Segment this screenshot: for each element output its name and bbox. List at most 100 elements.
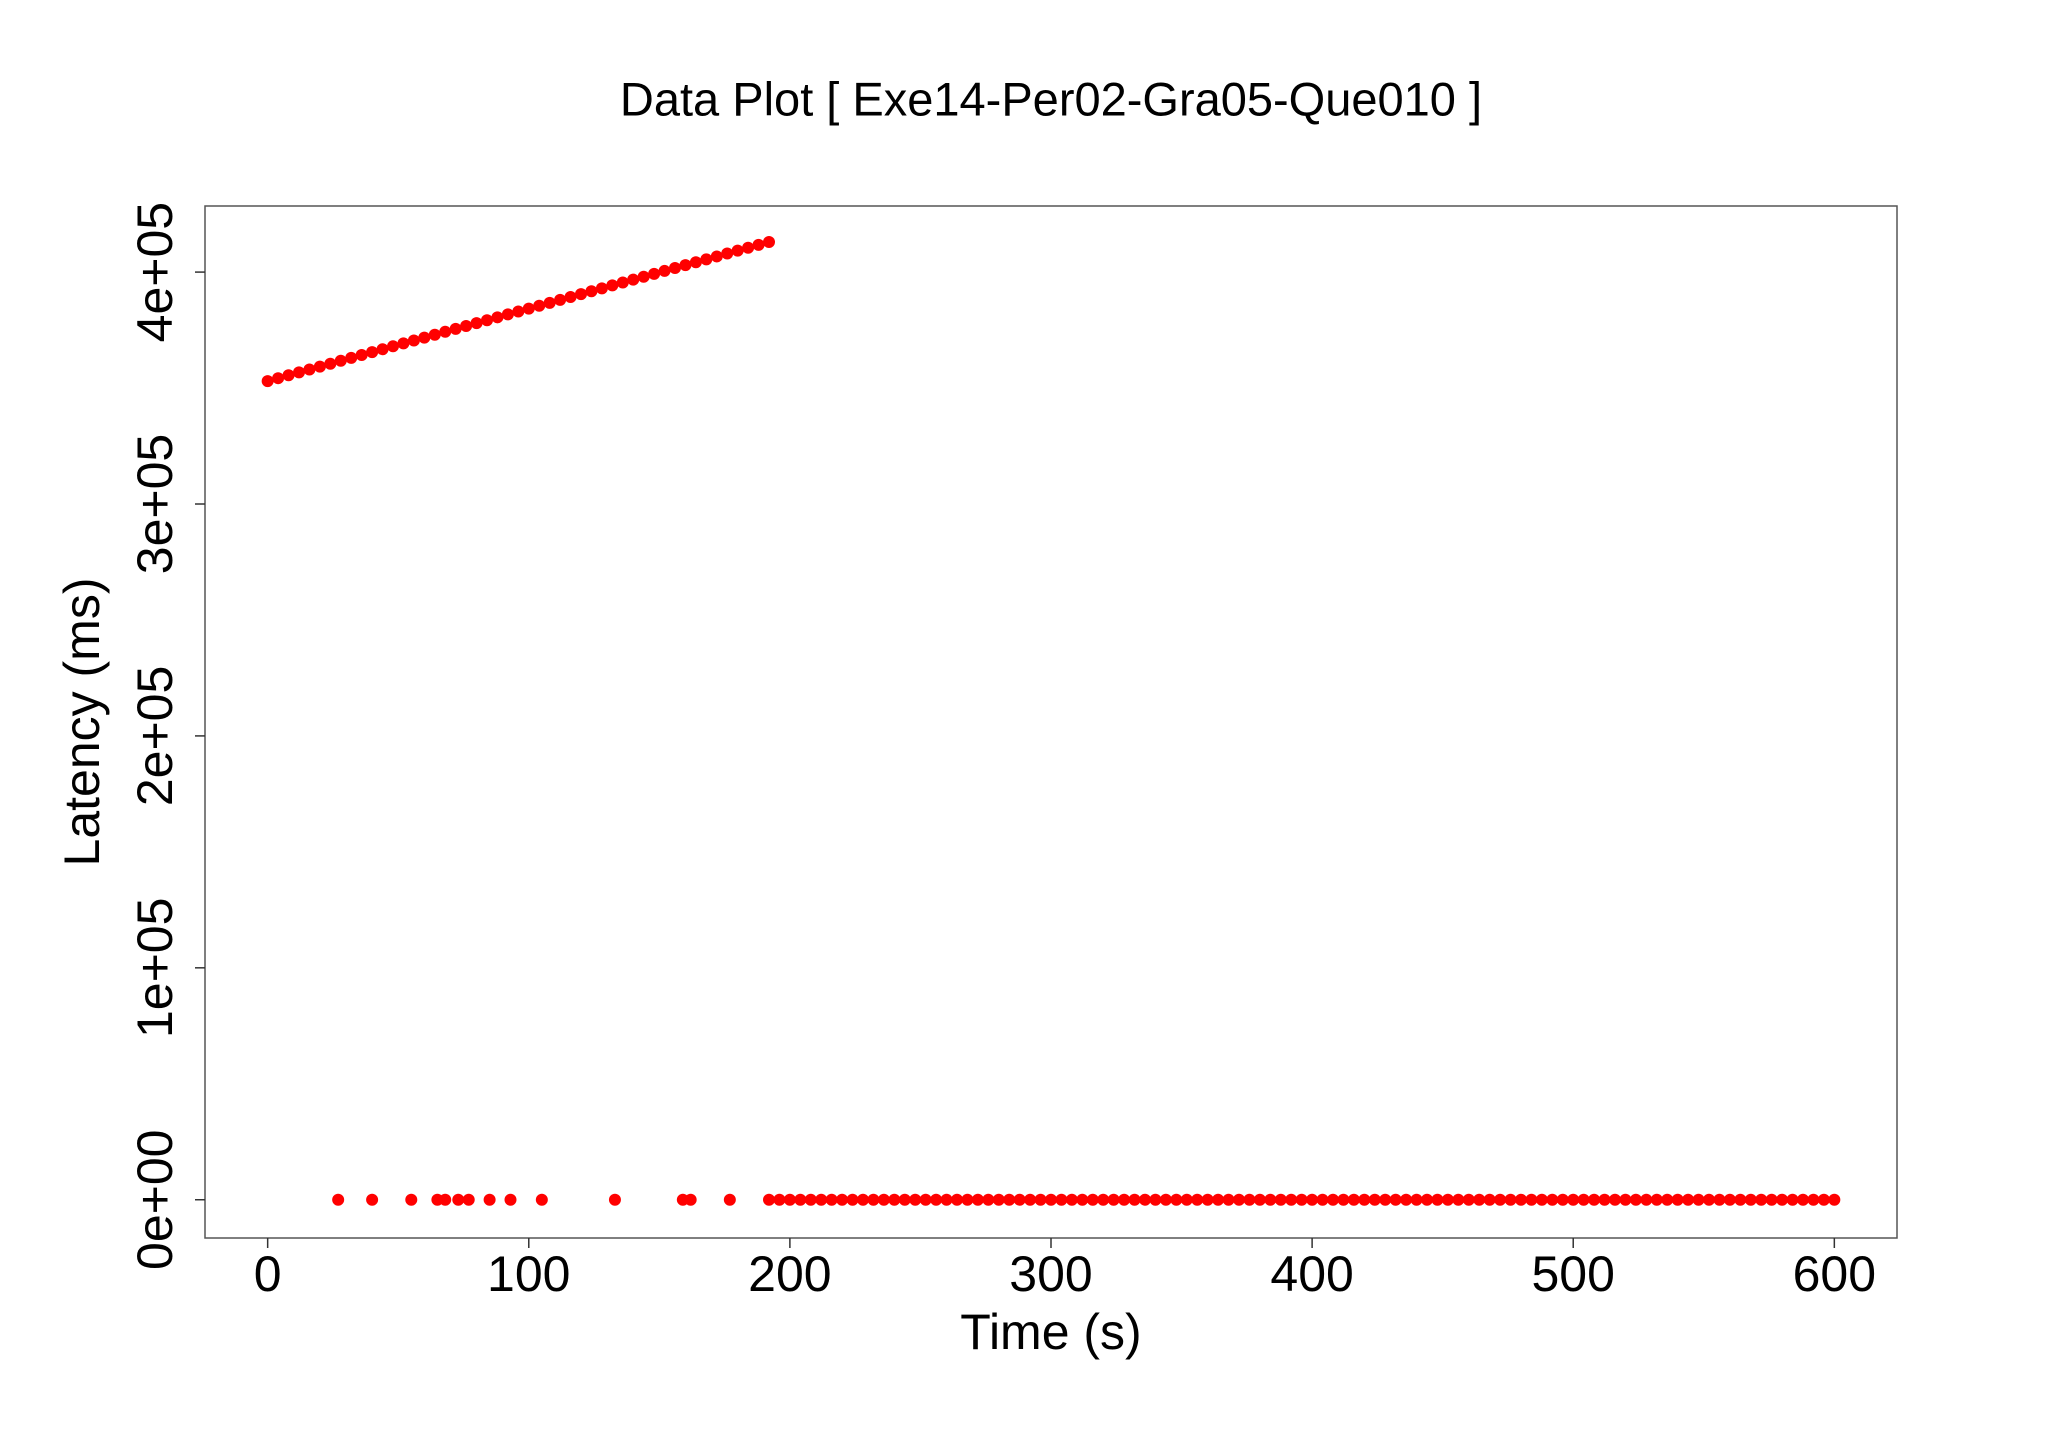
point: [439, 1193, 452, 1206]
point: [815, 1193, 828, 1206]
point: [783, 1193, 796, 1206]
point: [606, 279, 619, 292]
point: [303, 363, 316, 376]
point: [658, 264, 671, 277]
point: [763, 235, 775, 248]
point: [616, 276, 629, 289]
point: [1003, 1193, 1016, 1206]
point: [992, 1193, 1005, 1206]
point: [334, 354, 347, 367]
point: [1734, 1193, 1747, 1206]
point: [272, 372, 285, 385]
point: [1201, 1193, 1214, 1206]
point: [627, 273, 640, 286]
point: [595, 282, 608, 295]
point: [554, 293, 567, 306]
point: [940, 1193, 953, 1206]
y-tick-label: 0e+00: [127, 1130, 183, 1270]
point: [1786, 1193, 1799, 1206]
point: [1337, 1193, 1350, 1206]
point: [1441, 1193, 1454, 1206]
point: [637, 270, 650, 283]
point: [397, 337, 410, 350]
point: [1274, 1193, 1287, 1206]
point: [846, 1193, 859, 1206]
point: [1640, 1193, 1653, 1206]
y-tick-label: 1e+05: [127, 898, 183, 1038]
point: [504, 1193, 517, 1206]
x-tick-label: 600: [1793, 1246, 1876, 1302]
point: [1212, 1193, 1225, 1206]
point: [1149, 1193, 1162, 1206]
point: [742, 241, 755, 254]
x-tick-label: 200: [748, 1246, 831, 1302]
point: [1431, 1193, 1444, 1206]
point: [512, 305, 525, 318]
point: [961, 1193, 974, 1206]
point: [1598, 1193, 1611, 1206]
point: [731, 244, 744, 257]
point: [407, 334, 420, 347]
point: [723, 1193, 736, 1206]
point: [418, 331, 431, 344]
point: [1180, 1193, 1193, 1206]
x-tick-label: 500: [1532, 1246, 1615, 1302]
point: [1034, 1193, 1047, 1206]
point: [1588, 1193, 1601, 1206]
point: [483, 1193, 496, 1206]
point: [1713, 1193, 1726, 1206]
x-axis-label: Time (s): [960, 1304, 1141, 1360]
point: [1483, 1193, 1496, 1206]
point: [919, 1193, 932, 1206]
point: [804, 1193, 817, 1206]
point: [282, 369, 295, 382]
point: [533, 299, 546, 312]
point: [1233, 1193, 1245, 1206]
point: [1619, 1193, 1632, 1206]
point: [1421, 1193, 1433, 1206]
point: [460, 320, 473, 333]
point: [564, 291, 577, 304]
point: [1076, 1193, 1089, 1206]
point: [1452, 1193, 1465, 1206]
point: [1024, 1193, 1037, 1206]
point: [355, 349, 368, 362]
point: [1347, 1193, 1360, 1206]
point: [1765, 1193, 1778, 1206]
point: [1295, 1193, 1308, 1206]
point: [1494, 1193, 1507, 1206]
point: [794, 1193, 807, 1206]
point: [1682, 1193, 1695, 1206]
point: [449, 322, 462, 335]
point: [1358, 1193, 1371, 1206]
point: [689, 256, 702, 269]
point: [763, 1193, 775, 1206]
point: [679, 259, 692, 272]
point: [1817, 1193, 1830, 1206]
point: [898, 1193, 911, 1206]
point: [608, 1193, 621, 1206]
point: [1671, 1193, 1684, 1206]
point: [1535, 1193, 1548, 1206]
point: [1159, 1193, 1172, 1206]
x-tick-label: 0: [254, 1246, 282, 1302]
point: [481, 314, 493, 327]
point: [1327, 1193, 1339, 1206]
point: [1264, 1193, 1277, 1206]
point: [1629, 1193, 1642, 1206]
point: [1567, 1193, 1580, 1206]
point: [721, 247, 734, 260]
point: [1577, 1193, 1590, 1206]
point: [684, 1193, 697, 1206]
point: [1828, 1193, 1841, 1206]
point: [1222, 1193, 1235, 1206]
point: [877, 1193, 890, 1206]
point: [452, 1193, 465, 1206]
point: [700, 253, 713, 266]
point: [1045, 1193, 1057, 1206]
point: [1097, 1193, 1110, 1206]
point: [462, 1193, 475, 1206]
y-tick-label: 3e+05: [127, 434, 183, 574]
point: [773, 1193, 786, 1206]
